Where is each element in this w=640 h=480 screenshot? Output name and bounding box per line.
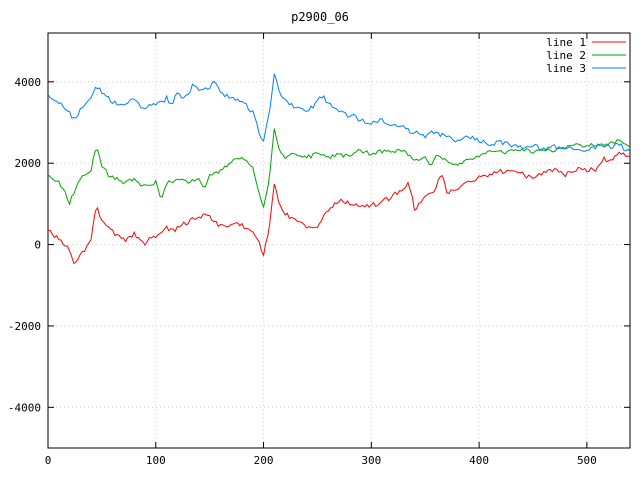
legend-label: line 1 (546, 36, 586, 49)
x-tick-label: 300 (361, 454, 381, 467)
series-group (48, 73, 630, 265)
series-line-2 (48, 128, 630, 209)
legend-label: line 2 (546, 49, 586, 62)
x-tick-label: 500 (577, 454, 597, 467)
chart-title: p2900_06 (291, 10, 349, 24)
series-line-3 (48, 73, 630, 153)
x-tick-label: 200 (254, 454, 274, 467)
x-tick-label: 0 (45, 454, 52, 467)
x-tick-label: 100 (146, 454, 166, 467)
plot-border (47, 32, 631, 449)
y-tick-label: 0 (34, 239, 41, 252)
y-tick-label: -4000 (8, 401, 41, 414)
x-tick-label: 400 (469, 454, 489, 467)
y-tick-label: -2000 (8, 320, 41, 333)
legend-label: line 3 (546, 62, 586, 75)
series-line-1 (48, 151, 630, 265)
y-tick-label: 4000 (15, 76, 42, 89)
y-tick-label: 2000 (15, 157, 42, 170)
